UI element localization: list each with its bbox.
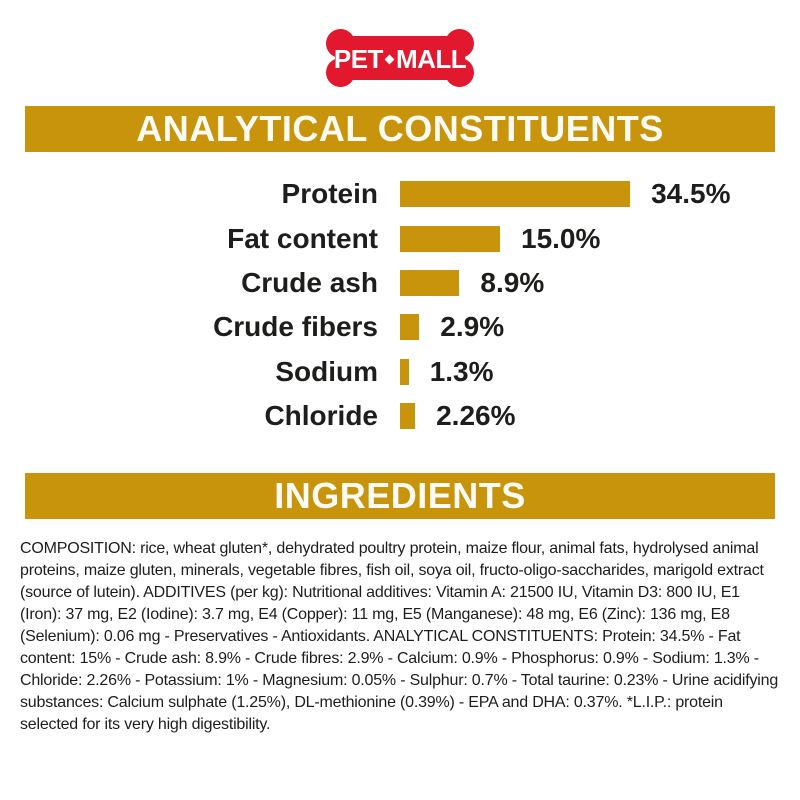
chart-row: Crude fibers 2.9%	[0, 305, 800, 349]
chart-value-label: 15.0%	[521, 222, 601, 254]
chart-bar	[400, 181, 631, 208]
chart-category-label: Sodium	[275, 355, 378, 387]
chart-row: Fat content 15.0%	[0, 216, 800, 260]
brand-logo: PET MALL	[325, 29, 475, 87]
ingredients-title: INGREDIENTS	[274, 475, 526, 516]
analytical-constituents-title: ANALYTICAL CONSTITUENTS	[136, 108, 664, 149]
bone-logo-icon	[326, 29, 474, 87]
chart-row: Crude ash 8.9%	[0, 261, 800, 305]
chart-row: Chloride 2.26%	[0, 394, 800, 438]
chart-bar	[400, 314, 420, 341]
logo-separator-diamond-icon	[384, 54, 395, 64]
brand-logo-text: PET MALL	[325, 29, 475, 87]
chart-bar	[400, 403, 416, 430]
chart-category-label: Chloride	[264, 400, 378, 432]
ingredients-composition-text: COMPOSITION: rice, wheat gluten*, dehydr…	[20, 540, 779, 733]
chart-row: Sodium 1.3%	[0, 350, 800, 394]
chart-category-label: Crude ash	[241, 266, 378, 298]
analytical-constituents-header: ANALYTICAL CONSTITUENTS	[25, 106, 775, 152]
chart-value-label: 34.5%	[651, 178, 731, 210]
chart-value-label: 2.26%	[436, 400, 516, 432]
chart-value-label: 1.3%	[429, 355, 494, 387]
chart-category-label: Crude fibers	[213, 311, 378, 343]
brand-logo-text-right: MALL	[395, 43, 467, 74]
chart-bar	[400, 225, 500, 252]
chart-bar	[400, 269, 460, 296]
chart-bar	[400, 358, 409, 385]
ingredients-header: INGREDIENTS	[25, 473, 775, 519]
chart-row: Protein 34.5%	[0, 172, 800, 216]
chart-value-label: 8.9%	[480, 266, 545, 298]
chart-category-label: Fat content	[227, 222, 378, 254]
constituents-chart: Protein 34.5% Fat content 15.0% Crude ash 8.9…	[0, 172, 800, 438]
chart-category-label: Protein	[281, 178, 378, 210]
brand-logo-text-left: PET	[333, 43, 384, 74]
chart-value-label: 2.9%	[440, 311, 505, 343]
